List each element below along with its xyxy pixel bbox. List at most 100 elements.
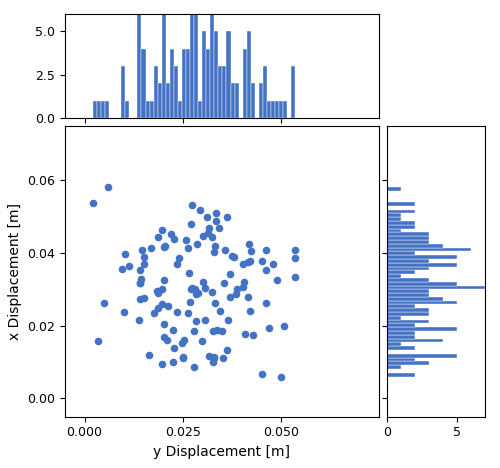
Bar — [246, 31, 251, 118]
Point — [89, 199, 97, 207]
Point — [211, 242, 219, 250]
Point — [150, 310, 158, 317]
Point — [210, 354, 218, 362]
Bar — [186, 49, 190, 118]
Bar — [387, 259, 429, 263]
Point — [170, 358, 177, 366]
Bar — [142, 49, 146, 118]
Bar — [218, 66, 222, 118]
Bar — [387, 320, 429, 323]
Point — [153, 287, 161, 295]
Bar — [230, 83, 234, 118]
Point — [190, 364, 198, 371]
Point — [145, 351, 153, 359]
Bar — [210, 0, 214, 118]
Bar — [263, 66, 267, 118]
Bar — [387, 213, 401, 217]
Point — [230, 253, 238, 261]
Bar — [387, 293, 429, 297]
Point — [192, 291, 200, 298]
Point — [188, 284, 196, 292]
Point — [239, 283, 247, 291]
Bar — [387, 373, 415, 377]
Point — [232, 290, 239, 298]
Point — [210, 300, 218, 307]
Point — [220, 279, 228, 286]
Bar — [387, 346, 415, 350]
Bar — [291, 66, 296, 118]
Bar — [387, 225, 415, 228]
Bar — [283, 101, 287, 118]
Point — [291, 273, 299, 281]
Point — [272, 276, 280, 284]
Point — [292, 246, 300, 253]
Point — [184, 310, 192, 317]
Bar — [97, 101, 101, 118]
Point — [136, 280, 144, 287]
Bar — [275, 101, 279, 118]
Point — [138, 247, 145, 254]
Point — [232, 285, 240, 293]
Point — [185, 270, 193, 277]
Point — [158, 226, 166, 233]
Point — [210, 353, 218, 360]
Point — [244, 258, 252, 265]
Point — [173, 261, 181, 268]
Bar — [170, 49, 174, 118]
Point — [244, 293, 252, 301]
Point — [187, 220, 195, 228]
Point — [175, 255, 183, 262]
Y-axis label: x Displacement [m]: x Displacement [m] — [8, 203, 22, 340]
Point — [190, 328, 198, 335]
Point — [167, 231, 175, 238]
Point — [204, 229, 212, 237]
Point — [147, 245, 155, 252]
Bar — [279, 101, 283, 118]
Bar — [387, 232, 429, 236]
Point — [121, 250, 129, 257]
Point — [208, 288, 216, 296]
Point — [269, 261, 277, 268]
Bar — [387, 331, 415, 335]
Bar — [387, 305, 415, 308]
Point — [248, 331, 256, 339]
Point — [164, 302, 172, 309]
Bar — [387, 354, 457, 358]
Point — [180, 354, 188, 361]
Point — [223, 214, 231, 221]
Point — [186, 299, 194, 306]
Point — [203, 213, 211, 220]
Bar — [387, 316, 401, 320]
Point — [178, 340, 186, 347]
Point — [214, 224, 222, 231]
Point — [219, 354, 227, 362]
Point — [191, 285, 199, 292]
Bar — [182, 49, 186, 118]
Bar — [387, 361, 429, 365]
Point — [244, 240, 252, 247]
Bar — [387, 266, 429, 271]
Point — [136, 295, 144, 303]
Point — [182, 237, 190, 244]
Bar — [222, 66, 226, 118]
Point — [280, 322, 288, 329]
Point — [218, 327, 226, 334]
Bar — [267, 101, 271, 118]
Point — [134, 316, 142, 323]
Bar — [387, 323, 415, 327]
Bar — [194, 14, 198, 118]
Bar — [202, 31, 206, 118]
Point — [180, 336, 188, 344]
Bar — [387, 289, 429, 293]
Point — [104, 183, 112, 190]
Bar — [387, 236, 429, 240]
Bar — [214, 31, 218, 118]
Point — [118, 265, 126, 272]
Point — [154, 290, 162, 297]
Bar — [387, 221, 415, 225]
Point — [241, 330, 249, 337]
Point — [258, 257, 266, 265]
Point — [262, 299, 270, 306]
Point — [158, 300, 166, 307]
Bar — [138, 14, 141, 118]
